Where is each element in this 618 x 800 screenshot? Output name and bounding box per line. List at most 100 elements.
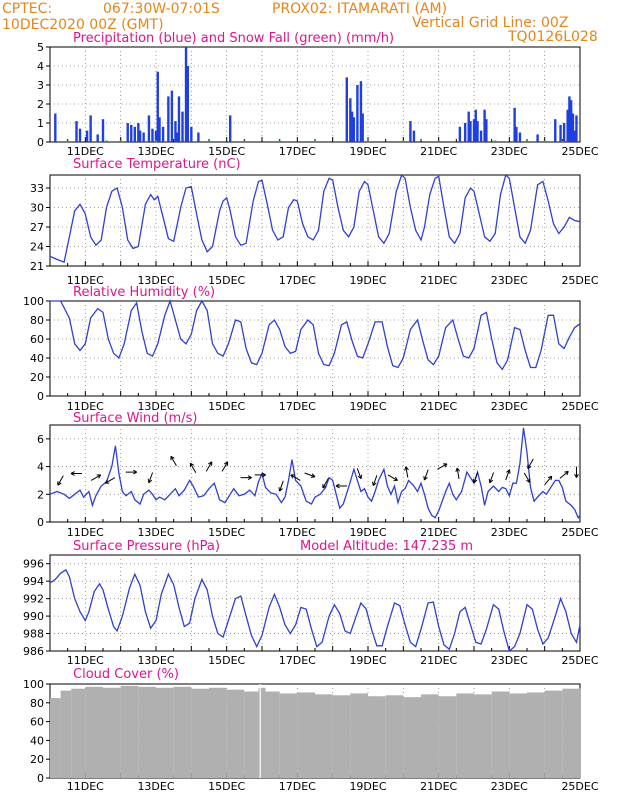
x-tick-label: 19DEC bbox=[349, 654, 386, 667]
snow-bar bbox=[278, 140, 281, 142]
precip-bar bbox=[515, 126, 518, 142]
precip-bar bbox=[573, 130, 576, 142]
precip-bar bbox=[345, 77, 348, 142]
precip-bar bbox=[485, 119, 488, 142]
precip-bar bbox=[472, 119, 476, 142]
x-tick-label: 21DEC bbox=[420, 145, 457, 158]
x-tick-label: 25DEC bbox=[561, 780, 598, 793]
y-tick-label: 100 bbox=[23, 295, 44, 308]
x-tick-label: 17DEC bbox=[279, 274, 316, 287]
wind-arrow bbox=[372, 475, 378, 486]
plot-frame bbox=[49, 300, 581, 397]
header-coords: 067:30W-07:01S bbox=[103, 1, 220, 17]
panel-title: Surface Wind (m/s) bbox=[73, 411, 197, 426]
x-tick-label: 13DEC bbox=[137, 145, 174, 158]
panel-4: Surface Pressure (hPa) Model Altitude: 14… bbox=[23, 539, 599, 667]
wind-arrow-head bbox=[104, 479, 108, 484]
wind-arrow-shaft bbox=[205, 461, 213, 472]
cloud-bar bbox=[544, 690, 563, 778]
wind-arrow bbox=[189, 462, 197, 473]
y-tick-label: 40 bbox=[30, 734, 44, 747]
precip-bar bbox=[151, 128, 154, 142]
x-tick-label: 17DEC bbox=[279, 400, 316, 413]
precip-bar bbox=[536, 134, 539, 142]
x-tick-label: 17DEC bbox=[279, 526, 316, 539]
wind-arrow-head bbox=[98, 474, 102, 479]
snow-bar bbox=[494, 140, 497, 142]
y-tick-label: 6 bbox=[37, 433, 44, 446]
x-tick-label: 23DEC bbox=[491, 274, 528, 287]
y-tick-label: 3 bbox=[37, 79, 44, 92]
series-line bbox=[49, 173, 581, 263]
wind-arrow-head bbox=[564, 470, 569, 473]
precip-bar bbox=[554, 119, 557, 142]
panel-subtitle: Model Altitude: 147.235 m bbox=[300, 539, 473, 554]
wind-arrow bbox=[488, 472, 495, 484]
precip-bar bbox=[142, 132, 145, 142]
plot-frame bbox=[49, 174, 581, 267]
wind-arrow-head bbox=[57, 482, 62, 486]
wind-arrow-head bbox=[473, 479, 478, 484]
header-station: PROX02: ITAMARATI (AM) bbox=[272, 1, 447, 17]
wind-arrow-shaft bbox=[437, 463, 448, 470]
precip-bar bbox=[361, 113, 364, 142]
wind-arrow-head bbox=[133, 469, 138, 473]
cloud-bar bbox=[209, 687, 227, 778]
wind-arrow bbox=[170, 455, 177, 467]
wind-arrow bbox=[404, 466, 409, 478]
precip-bar bbox=[575, 115, 578, 142]
wind-arrow-shaft bbox=[105, 477, 116, 484]
series-line bbox=[49, 568, 581, 653]
y-tick-label: 5 bbox=[37, 41, 44, 54]
precip-bar bbox=[474, 109, 477, 142]
y-tick-label: 996 bbox=[23, 558, 44, 571]
cloud-bar bbox=[60, 690, 72, 778]
precip-bar bbox=[559, 124, 562, 142]
y-tick-label: 80 bbox=[30, 314, 44, 327]
x-tick-label: 11DEC bbox=[67, 780, 104, 793]
snow-bar bbox=[243, 140, 246, 142]
x-tick-label: 21DEC bbox=[420, 780, 457, 793]
x-tick-label: 23DEC bbox=[491, 145, 528, 158]
precip-bar bbox=[569, 100, 573, 142]
x-tick-label: 13DEC bbox=[137, 526, 174, 539]
precip-bar bbox=[479, 130, 483, 142]
precip-bar bbox=[566, 109, 569, 142]
y-tick-label: 988 bbox=[23, 628, 44, 641]
wind-arrow-head bbox=[279, 488, 283, 492]
wind-arrow-head bbox=[261, 474, 266, 478]
y-tick-label: 1 bbox=[37, 117, 44, 130]
x-tick-label: 25DEC bbox=[561, 526, 598, 539]
cloud-bar bbox=[580, 687, 581, 778]
wind-arrow-head bbox=[247, 475, 252, 479]
series-line bbox=[50, 298, 581, 371]
wind-arrow-head bbox=[278, 487, 281, 492]
x-tick-label: 23DEC bbox=[491, 654, 528, 667]
panel-title: Precipitation (blue) and Snow Fall (gree… bbox=[73, 31, 394, 46]
y-tick-label: 30 bbox=[30, 202, 44, 215]
precip-bar bbox=[54, 113, 57, 142]
wind-arrow-shaft bbox=[505, 469, 510, 481]
wind-arrow-shaft bbox=[356, 468, 362, 479]
snow-bar bbox=[402, 140, 405, 142]
wind-arrow-head bbox=[508, 469, 511, 474]
x-tick-label: 13DEC bbox=[137, 400, 174, 413]
precip-bar bbox=[133, 126, 136, 142]
x-tick-label: 13DEC bbox=[137, 780, 174, 793]
x-tick-label: 19DEC bbox=[349, 400, 386, 413]
panel-title: Surface Pressure (hPa) bbox=[73, 539, 220, 554]
cloud-bar bbox=[527, 692, 545, 778]
panel-1: Surface Temperature (nC) 21 24 27 30 33 11DEC 1… bbox=[30, 157, 599, 287]
cloud-bar bbox=[438, 696, 457, 778]
wind-arrow bbox=[356, 468, 363, 480]
cloud-bar bbox=[258, 687, 266, 778]
wind-arrow-head bbox=[70, 471, 75, 474]
y-tick-label: 21 bbox=[30, 260, 44, 273]
wind-arrow-shaft bbox=[170, 456, 177, 467]
plot-frame bbox=[49, 46, 581, 143]
wind-arrow-shaft bbox=[527, 458, 534, 469]
y-tick-label: 60 bbox=[30, 716, 44, 729]
cloud-bar bbox=[173, 686, 192, 778]
y-tick-label: 100 bbox=[23, 678, 44, 691]
precip-bar bbox=[156, 71, 159, 142]
